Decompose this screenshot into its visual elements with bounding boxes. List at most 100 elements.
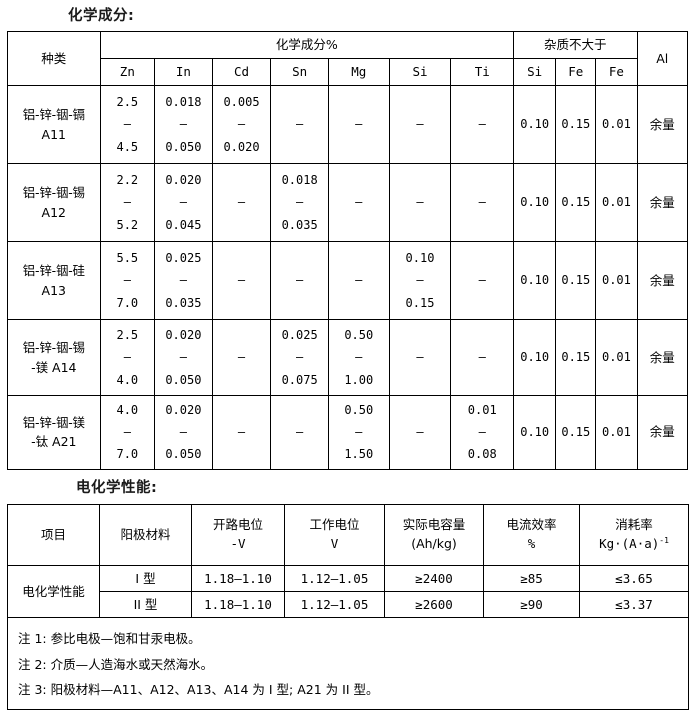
cell-anode-type: I 型 [99, 565, 192, 592]
cell-row-label: 电化学性能 [7, 565, 100, 618]
cell-al: 余量 [636, 85, 689, 164]
header-open-circuit-potential-label: 开路电位 [212, 517, 263, 533]
cell-current-efficiency: ≥90 [483, 591, 580, 618]
kind-line-1: 铝-锌-铟-锡 [22, 340, 85, 356]
cell-ti: — [450, 85, 515, 164]
table-header-row: 项目 阳极材料 开路电位 -V 工作电位 V 实际电容量 (Ah/kg) 电流效… [7, 504, 689, 566]
cell-zn: 4.0 — 7.0 [99, 395, 156, 470]
cell-zn: 5.5 — 7.0 [99, 241, 156, 320]
header-al: Al [636, 31, 689, 86]
header-item: 项目 [7, 504, 100, 566]
header-col-impurity-fe1: Fe [555, 58, 597, 86]
cell-ti: — [450, 319, 515, 396]
note-1: 注 1: 参比电极—饱和甘汞电极。 [18, 631, 201, 646]
chemical-composition-table: 种类 化学成分% 杂质不大于 Al Zn In Cd Sn Mg Si Ti S… [7, 31, 689, 470]
header-actual-capacity-unit: (Ah/kg) [411, 536, 457, 551]
cell-anode-type: II 型 [99, 591, 192, 618]
cell-impurity-fe1: 0.15 [555, 85, 597, 164]
cell-mg: 0.50 — 1.00 [327, 319, 390, 396]
cell-open-circuit-potential: 1.18—1.10 [191, 565, 285, 592]
cell-kind: 铝-锌-铟-镁 -钛 A21 [7, 395, 101, 470]
cell-impurity-si: 0.10 [513, 395, 557, 470]
cell-sn: — [270, 241, 329, 320]
cell-consumption-rate: ≤3.37 [579, 591, 689, 618]
header-col-impurity-si: Si [513, 58, 557, 86]
cell-impurity-si: 0.10 [513, 163, 557, 242]
kind-line-1: 铝-锌-铟-镁 [22, 414, 85, 430]
page-title-chemical-composition: 化学成分: [68, 8, 135, 24]
cell-cd: — [211, 241, 272, 320]
electrochemical-performance-table: 项目 阳极材料 开路电位 -V 工作电位 V 实际电容量 (Ah/kg) 电流效… [7, 504, 689, 710]
cell-impurity-fe2: 0.01 [595, 85, 638, 164]
header-col-si: Si [388, 58, 452, 86]
header-group-composition: 化学成分% [99, 31, 515, 59]
cell-impurity-fe2: 0.01 [595, 319, 638, 396]
cell-kind: 铝-锌-铟-镉 A11 [7, 85, 101, 164]
cell-in: 0.020 — 0.050 [154, 319, 213, 396]
cell-mg: 0.50 — 1.50 [327, 395, 390, 470]
cell-si: — [388, 395, 452, 470]
header-col-sn: Sn [270, 58, 329, 86]
cell-sn: 0.018 — 0.035 [270, 163, 329, 242]
header-working-potential: 工作电位 V [284, 504, 385, 566]
cell-in: 0.025 — 0.035 [154, 241, 213, 320]
consumption-rate-unit-exponent: -1 [659, 535, 669, 545]
header-col-mg: Mg [327, 58, 390, 86]
table-row: 铝-锌-铟-镁 -钛 A21 4.0 — 7.0 0.020 — 0.050 —… [7, 395, 689, 470]
table-row: 电化学性能 I 型 1.18—1.10 1.12—1.05 ≥2400 ≥85 … [7, 565, 689, 618]
cell-cd: — [211, 395, 272, 470]
cell-impurity-fe1: 0.15 [555, 319, 597, 396]
note-2: 注 2: 介质—人造海水或天然海水。 [18, 656, 214, 672]
cell-mg: — [327, 85, 390, 164]
cell-al: 余量 [636, 395, 689, 470]
cell-impurity-fe2: 0.01 [595, 241, 638, 320]
cell-sn: 0.025 — 0.075 [270, 319, 329, 396]
cell-kind: 铝-锌-铟-硅 A13 [7, 241, 101, 320]
cell-mg: — [327, 241, 390, 320]
kind-line-1: 铝-锌-铟-硅 [22, 263, 85, 279]
cell-actual-capacity: ≥2600 [384, 591, 484, 618]
table-row: II 型 1.18—1.10 1.12—1.05 ≥2600 ≥90 ≤3.37 [8, 591, 689, 618]
header-kind: 种类 [7, 31, 101, 86]
kind-line-2: A12 [41, 204, 67, 220]
header-anode-material: 阳极材料 [99, 504, 192, 566]
cell-ti: — [450, 241, 515, 320]
cell-in: 0.020 — 0.050 [154, 395, 213, 470]
page-title-electrochemical-performance: 电化学性能: [76, 480, 158, 496]
cell-impurity-fe2: 0.01 [595, 163, 638, 242]
cell-impurity-fe1: 0.15 [555, 163, 597, 242]
cell-working-potential: 1.12—1.05 [284, 565, 385, 592]
cell-in: 0.018 — 0.050 [154, 85, 213, 164]
header-working-potential-unit: V [330, 536, 339, 551]
cell-impurity-si: 0.10 [513, 319, 557, 396]
cell-al: 余量 [636, 241, 689, 320]
cell-kind: 铝-锌-铟-锡 A12 [7, 163, 101, 242]
cell-open-circuit-potential: 1.18—1.10 [191, 591, 285, 618]
cell-cd: — [211, 163, 272, 242]
note-3: 注 3: 阳极材料—A11、A12、A13、A14 为 I 型; A21 为 I… [18, 682, 379, 698]
header-col-cd: Cd [211, 58, 272, 86]
header-col-in: In [154, 58, 213, 86]
cell-cd: — [211, 319, 272, 396]
header-group-impurity: 杂质不大于 [513, 31, 638, 59]
cell-impurity-si: 0.10 [513, 85, 557, 164]
header-col-impurity-fe2: Fe [595, 58, 638, 86]
cell-impurity-fe1: 0.15 [555, 395, 597, 470]
cell-consumption-rate: ≤3.65 [579, 565, 689, 592]
cell-zn: 2.5 — 4.0 [99, 319, 156, 396]
cell-current-efficiency: ≥85 [483, 565, 580, 592]
header-consumption-rate-unit: Kg·(A·a)-1 [580, 535, 688, 554]
cell-zn: 2.2 — 5.2 [99, 163, 156, 242]
header-current-efficiency: 电流效率 % [483, 504, 580, 566]
cell-impurity-fe1: 0.15 [555, 241, 597, 320]
kind-line-1: 铝-锌-铟-镉 [22, 107, 85, 123]
kind-line-2: -钛 A21 [31, 434, 77, 450]
cell-al: 余量 [636, 163, 689, 242]
header-consumption-rate-label: 消耗率 [615, 517, 653, 533]
kind-line-2: A13 [41, 282, 67, 298]
header-col-zn: Zn [99, 58, 156, 86]
cell-zn: 2.5 — 4.5 [99, 85, 156, 164]
cell-ti: 0.01 — 0.08 [450, 395, 515, 470]
cell-si: — [388, 163, 452, 242]
table-header-row-elements: Zn In Cd Sn Mg Si Ti Si Fe Fe [8, 58, 688, 86]
